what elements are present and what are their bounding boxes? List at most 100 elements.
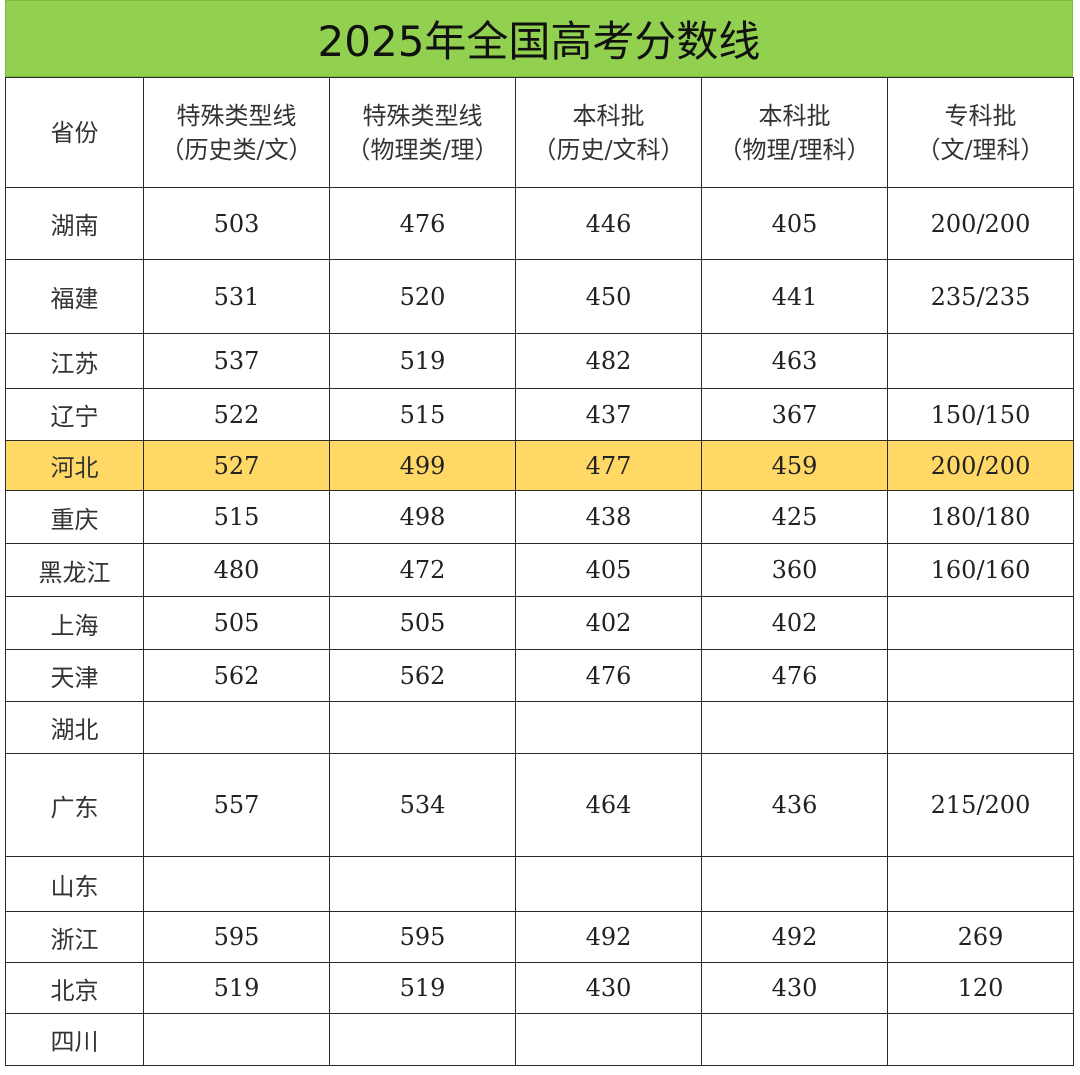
score-cell[interactable]: 441 xyxy=(701,259,888,334)
score-cell[interactable]: 472 xyxy=(329,543,516,597)
score-cell[interactable]: 405 xyxy=(515,543,702,597)
score-cell[interactable]: 476 xyxy=(515,649,702,702)
score-cell[interactable]: 505 xyxy=(329,596,516,650)
province-cell[interactable]: 重庆 xyxy=(5,490,144,544)
score-cell[interactable] xyxy=(887,649,1074,702)
header-undergrad-physics[interactable]: 本科批 （物理/理科） xyxy=(701,77,888,188)
score-cell[interactable]: 425 xyxy=(701,490,888,544)
score-cell[interactable]: 505 xyxy=(143,596,330,650)
score-cell[interactable]: 120 xyxy=(887,962,1074,1014)
score-cell[interactable] xyxy=(329,1013,516,1066)
score-cell[interactable] xyxy=(701,701,888,754)
score-cell[interactable]: 562 xyxy=(329,649,516,702)
score-cell[interactable]: 476 xyxy=(701,649,888,702)
province-cell[interactable]: 浙江 xyxy=(5,911,144,963)
score-cell[interactable]: 463 xyxy=(701,333,888,389)
score-cell[interactable]: 515 xyxy=(329,388,516,441)
score-cell[interactable]: 522 xyxy=(143,388,330,441)
score-cell[interactable] xyxy=(143,1013,330,1066)
score-cell[interactable]: 235/235 xyxy=(887,259,1074,334)
score-cell[interactable]: 476 xyxy=(329,187,516,260)
province-cell[interactable]: 河北 xyxy=(5,440,144,491)
score-cell[interactable]: 499 xyxy=(329,440,516,491)
score-cell[interactable] xyxy=(701,856,888,912)
score-cell[interactable] xyxy=(329,856,516,912)
score-cell[interactable]: 160/160 xyxy=(887,543,1074,597)
score-cell[interactable]: 402 xyxy=(515,596,702,650)
score-cell[interactable] xyxy=(887,1013,1074,1066)
score-cell[interactable] xyxy=(515,856,702,912)
score-cell[interactable] xyxy=(329,701,516,754)
header-special-physics[interactable]: 特殊类型线 （物理类/理） xyxy=(329,77,516,188)
province-cell[interactable]: 湖北 xyxy=(5,701,144,754)
score-cell[interactable] xyxy=(887,333,1074,389)
score-cell[interactable]: 436 xyxy=(701,753,888,857)
score-cell[interactable]: 480 xyxy=(143,543,330,597)
score-cell[interactable]: 200/200 xyxy=(887,440,1074,491)
province-cell[interactable]: 黑龙江 xyxy=(5,543,144,597)
province-cell[interactable]: 辽宁 xyxy=(5,388,144,441)
score-cell[interactable]: 438 xyxy=(515,490,702,544)
score-cell[interactable]: 215/200 xyxy=(887,753,1074,857)
province-cell[interactable]: 福建 xyxy=(5,259,144,334)
province-cell[interactable]: 广东 xyxy=(5,753,144,857)
score-cell[interactable]: 464 xyxy=(515,753,702,857)
score-cell[interactable]: 519 xyxy=(329,962,516,1014)
score-cell[interactable]: 477 xyxy=(515,440,702,491)
score-cell[interactable]: 519 xyxy=(329,333,516,389)
table-row: 上海 505 505 402 402 xyxy=(5,596,1074,650)
score-cell[interactable]: 595 xyxy=(329,911,516,963)
score-cell[interactable]: 498 xyxy=(329,490,516,544)
score-cell[interactable]: 430 xyxy=(515,962,702,1014)
score-cell[interactable]: 520 xyxy=(329,259,516,334)
score-cell[interactable]: 405 xyxy=(701,187,888,260)
table-row: 辽宁 522 515 437 367 150/150 xyxy=(5,388,1074,441)
score-cell[interactable]: 519 xyxy=(143,962,330,1014)
score-cell[interactable]: 150/150 xyxy=(887,388,1074,441)
score-cell[interactable]: 557 xyxy=(143,753,330,857)
province-cell[interactable]: 四川 xyxy=(5,1013,144,1066)
score-cell[interactable]: 402 xyxy=(701,596,888,650)
header-special-history[interactable]: 特殊类型线 （历史类/文） xyxy=(143,77,330,188)
score-cell[interactable]: 450 xyxy=(515,259,702,334)
province-cell[interactable]: 上海 xyxy=(5,596,144,650)
header-province[interactable]: 省份 xyxy=(5,77,144,188)
score-cell[interactable]: 515 xyxy=(143,490,330,544)
score-cell[interactable]: 430 xyxy=(701,962,888,1014)
score-cell[interactable]: 482 xyxy=(515,333,702,389)
score-cell[interactable]: 527 xyxy=(143,440,330,491)
header-label: 专科批 xyxy=(944,101,1017,130)
score-cell[interactable]: 537 xyxy=(143,333,330,389)
score-cell[interactable] xyxy=(887,856,1074,912)
score-cell[interactable] xyxy=(143,856,330,912)
province-cell[interactable]: 湖南 xyxy=(5,187,144,260)
province-cell[interactable]: 北京 xyxy=(5,962,144,1014)
province-cell[interactable]: 山东 xyxy=(5,856,144,912)
score-cell[interactable]: 367 xyxy=(701,388,888,441)
province-cell[interactable]: 江苏 xyxy=(5,333,144,389)
score-cell[interactable] xyxy=(701,1013,888,1066)
score-cell[interactable] xyxy=(887,596,1074,650)
score-cell[interactable]: 503 xyxy=(143,187,330,260)
title-banner[interactable]: 2025年全国高考分数线 xyxy=(5,0,1073,77)
score-cell[interactable]: 360 xyxy=(701,543,888,597)
score-cell[interactable] xyxy=(515,1013,702,1066)
score-cell[interactable] xyxy=(515,701,702,754)
score-cell[interactable]: 269 xyxy=(887,911,1074,963)
score-cell[interactable]: 180/180 xyxy=(887,490,1074,544)
score-cell[interactable] xyxy=(143,701,330,754)
province-cell[interactable]: 天津 xyxy=(5,649,144,702)
score-cell[interactable]: 437 xyxy=(515,388,702,441)
score-cell[interactable]: 562 xyxy=(143,649,330,702)
score-cell[interactable]: 459 xyxy=(701,440,888,491)
score-cell[interactable]: 446 xyxy=(515,187,702,260)
score-cell[interactable]: 531 xyxy=(143,259,330,334)
score-cell[interactable]: 492 xyxy=(701,911,888,963)
score-cell[interactable]: 492 xyxy=(515,911,702,963)
score-cell[interactable]: 200/200 xyxy=(887,187,1074,260)
header-junior-college[interactable]: 专科批 （文/理科） xyxy=(887,77,1074,188)
score-cell[interactable]: 595 xyxy=(143,911,330,963)
score-cell[interactable]: 534 xyxy=(329,753,516,857)
score-cell[interactable] xyxy=(887,701,1074,754)
header-undergrad-history[interactable]: 本科批 （历史/文科） xyxy=(515,77,702,188)
